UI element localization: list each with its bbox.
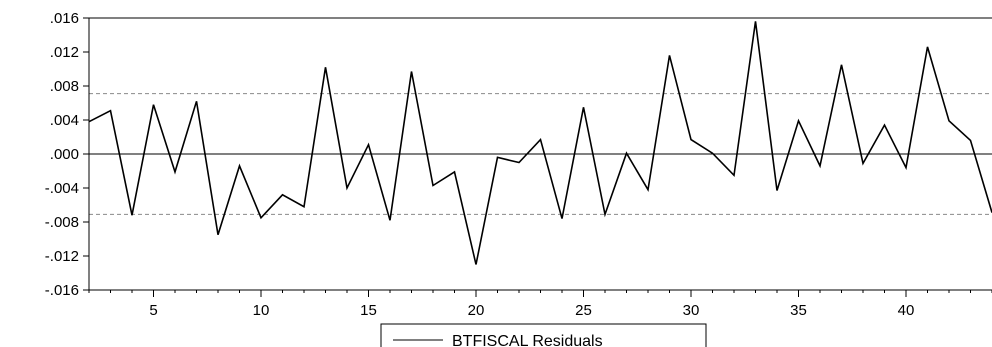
x-tick-label: 5	[149, 302, 157, 319]
x-tick-label: 30	[683, 302, 700, 319]
x-tick-label: 15	[360, 302, 377, 319]
y-axis-tick-labels: .016 .012 .008 .004 .000 -.004 -.008 -.012 -.016	[45, 10, 79, 299]
series-layer	[88, 21, 992, 265]
x-tick-label: 40	[898, 302, 915, 319]
legend-label: BTFISCAL Residuals	[452, 333, 603, 347]
x-tick-label: 10	[253, 302, 270, 319]
y-tick-label: .016	[50, 10, 79, 27]
y-tick-label: .004	[50, 112, 79, 129]
y-tick-label: -.012	[45, 248, 79, 265]
legend-box	[380, 323, 707, 347]
x-axis-tick-labels: 5 10 15 20 25 30 35 40	[149, 302, 914, 319]
y-tick-label: .012	[50, 44, 79, 61]
y-tick-label: -.004	[45, 180, 79, 197]
reference-lines	[89, 93, 992, 215]
axis-ticks	[83, 17, 992, 297]
y-tick-label: .008	[50, 78, 79, 95]
x-tick-label: 25	[575, 302, 592, 319]
series-line-btfiscal-residuals	[88, 21, 992, 265]
legend: BTFISCAL Residuals	[380, 323, 707, 347]
y-tick-label: -.008	[45, 214, 79, 231]
y-tick-label: .000	[50, 146, 79, 163]
x-tick-label: 20	[468, 302, 485, 319]
y-tick-label: -.016	[45, 282, 79, 299]
x-tick-label: 35	[790, 302, 807, 319]
